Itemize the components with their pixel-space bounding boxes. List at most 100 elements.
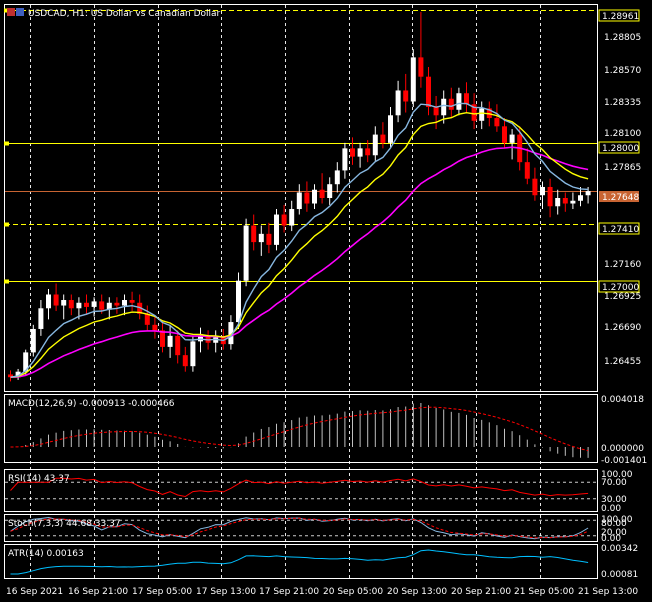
candle-body: [502, 126, 507, 143]
candle-body: [258, 233, 264, 243]
candle-body: [433, 107, 439, 116]
macd-label: MACD(12,26,9) -0.000913 -0.000466: [8, 399, 175, 409]
chart-title-text: USDCAD, H1: US Dollar vs Canadian Dollar: [28, 9, 221, 19]
flag-icon: [7, 8, 15, 16]
candle-body: [319, 189, 325, 198]
time-tick: 21 Sep 13:00: [578, 587, 638, 597]
ma-mid-line: [10, 111, 589, 378]
flag-icon: [16, 8, 24, 16]
candle-body: [61, 300, 67, 306]
svg-text:1.28000: 1.28000: [602, 144, 639, 154]
candle-body: [562, 198, 568, 204]
rsi-tick: 70.00: [601, 478, 627, 488]
candle-body: [53, 294, 59, 306]
candle-body: [350, 148, 355, 157]
price-tick: 1.28805: [604, 33, 641, 43]
candle-body: [334, 170, 340, 185]
candle-body: [68, 300, 74, 309]
candle-body: [99, 301, 105, 310]
macd-tick: -0.001401: [601, 456, 647, 466]
svg-text:1.27410: 1.27410: [602, 225, 639, 235]
candle-body: [585, 191, 591, 196]
time-axis: 16 Sep 2021 16 Sep 21:00 17 Sep 05:00 17…: [6, 587, 638, 597]
atr-panel-frame: [4, 544, 598, 579]
candle-body: [38, 308, 44, 329]
price-tick: 1.28335: [604, 98, 641, 108]
candle-body: [296, 192, 302, 210]
candle-body: [23, 352, 29, 372]
atr-label: ATR(14) 0.00163: [8, 549, 84, 559]
candle-body: [441, 98, 447, 116]
time-tick: 20 Sep 13:00: [387, 587, 447, 597]
candle-body: [357, 148, 363, 157]
candle-body: [365, 148, 371, 156]
ma-fast-line: [10, 102, 589, 378]
macd-tick: 0.000000: [601, 444, 644, 454]
candle-body: [327, 184, 333, 198]
candle-body: [289, 209, 295, 226]
price-label-28000: 1.28000: [598, 141, 640, 154]
candle-body: [524, 162, 530, 179]
line-marker: [4, 279, 9, 284]
candle-body: [494, 118, 500, 127]
candle-body: [471, 104, 477, 121]
candle-body: [160, 330, 165, 347]
ma-slow-line: [10, 146, 589, 378]
price-label-high: 1.28961: [598, 9, 640, 22]
price-tick: 1.26690: [604, 323, 641, 333]
chart-title: USDCAD, H1: US Dollar vs Canadian Dollar: [7, 8, 221, 19]
candle-body: [464, 93, 469, 105]
candle-body: [243, 225, 249, 281]
stoch-tick: 0.00: [601, 534, 621, 544]
candle-body: [403, 90, 409, 102]
rsi-line: [10, 477, 589, 498]
macd-indicator: [10, 403, 589, 458]
candle-body: [274, 214, 279, 245]
price-label-bid: 1.27648: [599, 191, 639, 203]
candle-body: [456, 93, 462, 110]
stoch-label: Stoch(7,3,3) 44.68 33.37: [8, 519, 121, 529]
candle-body: [426, 76, 431, 108]
candle-body: [46, 294, 51, 309]
price-tick: 1.26925: [604, 292, 641, 302]
atr-tick: 0.00081: [601, 570, 638, 580]
candle-body: [266, 233, 272, 245]
candle-body: [137, 302, 143, 314]
price-label-27000: 1.27000: [598, 280, 640, 293]
rsi-tick: 100.00: [601, 470, 633, 480]
candle-body: [570, 200, 576, 204]
candle-body: [448, 98, 454, 110]
main-panel-frame: [4, 4, 598, 392]
candle-body: [578, 195, 583, 201]
candle-body: [175, 335, 181, 356]
time-tick: 17 Sep 21:00: [259, 587, 319, 597]
stoch-signal-line: [10, 517, 589, 539]
atr-indicator: [10, 549, 589, 575]
candle-body: [8, 374, 13, 378]
stoch-tick: 20.00: [601, 528, 627, 538]
rsi-indicator: [5, 477, 597, 500]
rsi-label: RSI(14) 43.37: [8, 474, 70, 484]
candle-body: [129, 300, 135, 303]
horizontal-lines: [4, 8, 597, 284]
time-tick: 20 Sep 05:00: [323, 587, 383, 597]
candle-body: [547, 186, 553, 207]
atr-tick: 0.00342: [601, 544, 638, 554]
svg-text:1.27648: 1.27648: [602, 193, 639, 203]
candle-body: [540, 186, 545, 196]
candle-body: [84, 302, 89, 307]
stoch-panel-frame: [4, 514, 598, 542]
time-tick: 20 Sep 21:00: [451, 587, 511, 597]
price-tick: 1.27160: [604, 260, 641, 270]
candle-body: [114, 302, 120, 306]
atr-line: [10, 549, 589, 575]
stoch-tick: 100.00: [601, 515, 633, 525]
candle-body: [380, 134, 386, 143]
candle-body: [388, 115, 393, 143]
candle-body: [509, 134, 515, 143]
candle-body: [236, 280, 241, 323]
rsi-panel-frame: [4, 469, 598, 512]
time-tick: 17 Sep 13:00: [196, 587, 256, 597]
